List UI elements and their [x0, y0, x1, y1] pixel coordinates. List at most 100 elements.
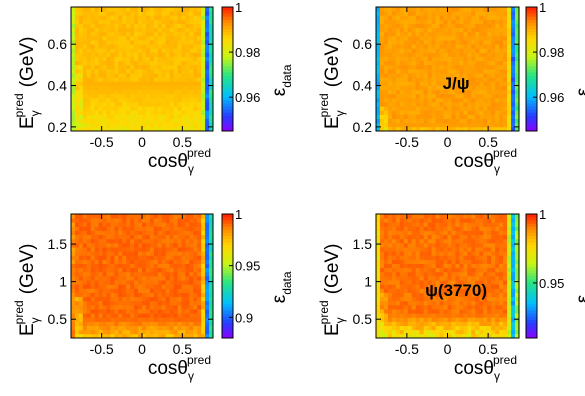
heatmap-cell	[467, 102, 472, 107]
heatmap-cell	[142, 218, 147, 223]
heatmap-cell	[459, 292, 464, 298]
heatmap-cell	[471, 15, 476, 20]
heatmap-cell	[149, 304, 155, 310]
heatmap-cell	[443, 296, 448, 302]
heatmap-cell	[173, 93, 178, 99]
heatmap-cell	[431, 288, 436, 293]
heatmap-cell	[376, 60, 381, 66]
heatmap-cell	[98, 48, 103, 53]
heatmap-cell	[435, 255, 440, 260]
heatmap-cell	[74, 122, 80, 128]
heatmap-cell	[86, 126, 92, 132]
heatmap-cell	[110, 259, 115, 264]
heatmap-cell	[479, 85, 484, 91]
heatmap-cell	[407, 81, 413, 86]
heatmap-cell	[395, 77, 401, 82]
heatmap-cell	[479, 52, 484, 57]
heatmap-cell	[403, 234, 409, 240]
heatmap-cell	[165, 255, 171, 260]
heatmap-cell	[82, 313, 88, 318]
heatmap-cell	[138, 77, 143, 82]
heatmap-cell	[455, 325, 460, 331]
heatmap-cell	[86, 40, 92, 45]
heatmap-cell	[423, 325, 429, 331]
heatmap-cell	[209, 325, 214, 331]
heatmap-cell	[471, 214, 476, 219]
heatmap-cell	[86, 309, 92, 314]
heatmap-cell	[153, 247, 159, 252]
heatmap-cell	[209, 7, 214, 12]
heatmap-cell	[106, 300, 111, 306]
heatmap-cell	[376, 333, 381, 339]
y-axis-label-unit: (GeV)	[322, 244, 343, 295]
heatmap-cell	[134, 296, 139, 302]
heatmap-cell	[110, 11, 115, 16]
heatmap-cell	[142, 122, 147, 128]
heatmap-cell	[511, 329, 516, 335]
heatmap-cell	[495, 23, 500, 29]
heatmap-cell	[391, 317, 397, 322]
heatmap-cell	[161, 333, 167, 339]
heatmap-cell	[71, 218, 76, 223]
heatmap-cell	[149, 56, 155, 62]
heatmap-cell	[407, 321, 413, 326]
heatmap-cell	[403, 218, 409, 223]
heatmap-cell	[515, 77, 520, 82]
heatmap-cell	[189, 247, 194, 252]
heatmap-cell	[126, 60, 131, 66]
colorbar-tick-label: 0.96	[235, 90, 260, 105]
heatmap-cell	[126, 85, 131, 91]
heatmap-cell	[391, 263, 397, 269]
heatmap-cell	[157, 288, 163, 293]
heatmap-cell	[197, 280, 202, 285]
heatmap-cell	[415, 122, 421, 128]
heatmap-cell	[201, 267, 206, 273]
heatmap-cell	[399, 280, 405, 285]
heatmap-cell	[499, 259, 504, 264]
heatmap-cell	[189, 309, 194, 314]
heatmap-cell	[201, 218, 206, 223]
colorbar-segment	[222, 10, 233, 14]
heatmap-cell	[415, 85, 421, 91]
heatmap-cell	[189, 292, 194, 298]
heatmap-cell	[197, 15, 202, 20]
heatmap-cell	[177, 255, 182, 260]
heatmap-cell	[383, 214, 389, 219]
heatmap-cell	[157, 19, 163, 24]
heatmap-cell	[423, 226, 429, 231]
heatmap-cell	[507, 247, 512, 252]
heatmap-cell	[177, 7, 182, 12]
heatmap-cell	[74, 313, 80, 318]
heatmap-cell	[435, 56, 440, 62]
heatmap-cell	[82, 85, 88, 91]
heatmap-cell	[439, 317, 444, 322]
heatmap-cell	[78, 7, 84, 12]
heatmap-cell	[487, 110, 492, 115]
heatmap-cell	[483, 325, 488, 331]
heatmap-cell	[415, 23, 421, 29]
heatmap-cell	[507, 276, 512, 281]
colorbar-segment	[222, 62, 233, 67]
heatmap-cell	[205, 56, 210, 62]
heatmap-cell	[376, 106, 381, 111]
heatmap-cell	[455, 97, 460, 103]
heatmap-cell	[74, 110, 80, 115]
heatmap-cell	[399, 11, 405, 16]
heatmap-cell	[82, 11, 88, 16]
heatmap-cell	[126, 118, 131, 124]
heatmap-cell	[431, 263, 436, 269]
heatmap-cell	[439, 60, 444, 66]
heatmap-cell	[122, 102, 127, 107]
heatmap-cell	[114, 118, 119, 124]
heatmap-cell	[165, 48, 171, 53]
heatmap-cell	[447, 255, 452, 260]
heatmap-cell	[487, 267, 492, 273]
heatmap-cell	[114, 255, 119, 260]
heatmap-cell	[161, 271, 167, 277]
heatmap-cell	[451, 85, 456, 91]
heatmap-cell	[78, 242, 84, 248]
heatmap-cell	[431, 7, 436, 12]
heatmap-cell	[483, 255, 488, 260]
heatmap-cell	[201, 118, 206, 124]
heatmap-cell	[475, 114, 480, 119]
